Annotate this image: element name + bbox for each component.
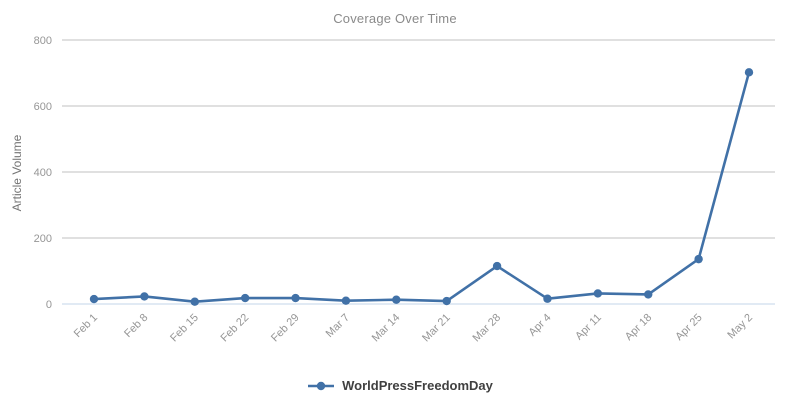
x-tick-label: Mar 28 <box>470 312 503 345</box>
x-tick-label: Feb 15 <box>168 312 201 345</box>
legend-series-label: WorldPressFreedomDay <box>342 378 493 393</box>
data-point-marker[interactable] <box>593 289 603 298</box>
x-tick-label: Apr 4 <box>527 312 554 339</box>
data-point-marker[interactable] <box>543 294 552 303</box>
data-point-marker[interactable] <box>644 290 653 299</box>
x-tick-label: Feb 8 <box>122 312 150 340</box>
x-tick-label: Feb 22 <box>219 312 252 345</box>
data-point-marker[interactable] <box>190 297 199 306</box>
x-tick-label: Apr 18 <box>623 312 654 343</box>
y-tick-label: 600 <box>34 101 52 113</box>
data-point-marker[interactable] <box>492 261 502 271</box>
x-tick-label: Apr 11 <box>573 312 604 343</box>
series-line <box>92 71 751 303</box>
data-point-marker[interactable] <box>694 254 703 264</box>
x-tick-label: Mar 14 <box>370 312 403 345</box>
x-tick-label: Feb 29 <box>269 312 302 345</box>
data-point-marker[interactable] <box>240 293 250 303</box>
data-point-marker[interactable] <box>291 293 300 303</box>
data-point-marker[interactable] <box>442 296 451 306</box>
data-point-marker[interactable] <box>392 295 401 304</box>
y-tick-label: 200 <box>34 233 52 245</box>
y-tick-label: 800 <box>34 35 52 47</box>
data-point-marker[interactable] <box>89 294 99 304</box>
x-tick-label: May 2 <box>725 312 755 342</box>
data-point-marker[interactable] <box>140 292 149 301</box>
legend[interactable]: WorldPressFreedomDay <box>0 378 800 393</box>
x-tick-label: Mar 21 <box>420 312 453 345</box>
data-point-marker[interactable] <box>744 68 754 77</box>
legend-line-marker-icon <box>308 381 335 390</box>
x-tick-label: Feb 1 <box>72 312 100 340</box>
x-tick-label: Mar 7 <box>324 312 352 340</box>
chart-title: Coverage Over Time <box>333 11 457 26</box>
y-tick-label: 400 <box>34 167 52 179</box>
y-tick-label: 0 <box>46 299 52 311</box>
data-point-marker[interactable] <box>341 296 351 305</box>
x-tick-label: Apr 25 <box>673 312 704 343</box>
